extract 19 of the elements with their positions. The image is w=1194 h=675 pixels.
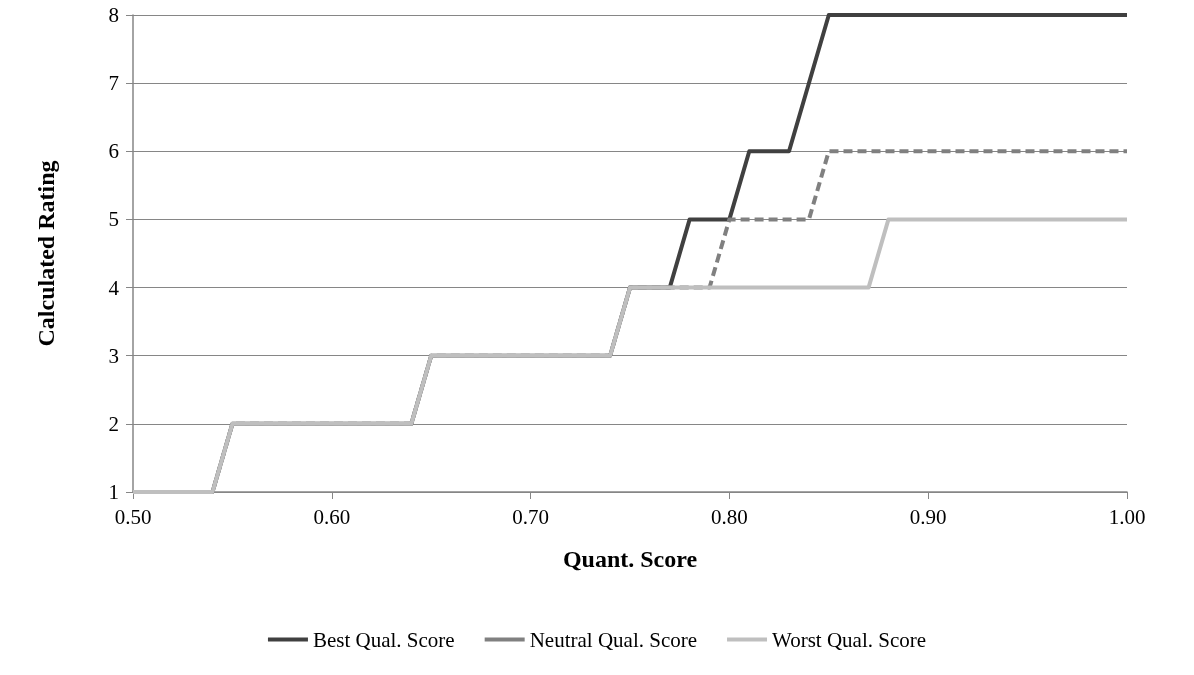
x-axis-title: Quant. Score <box>562 546 698 572</box>
y-tick-label: 2 <box>108 411 119 436</box>
y-tick-label: 1 <box>108 480 119 504</box>
y-tick-label: 3 <box>108 343 119 368</box>
x-tick-label: 1.00 <box>1108 504 1146 529</box>
legend-label: Neutral Qual. Score <box>529 627 698 652</box>
y-axis-title: Calculated Rating <box>33 160 59 347</box>
y-tick-label: 4 <box>108 275 120 300</box>
y-tick-label: 8 <box>108 3 119 27</box>
y-tick-label: 7 <box>108 71 119 96</box>
x-tick-label: 0.50 <box>114 504 152 529</box>
y-tick-label: 6 <box>108 139 119 164</box>
legend-label: Best Qual. Score <box>312 627 455 652</box>
x-tick-label: 0.70 <box>512 504 549 529</box>
y-tick-label: 5 <box>108 207 119 232</box>
x-tick-label: 0.60 <box>313 504 351 529</box>
x-tick-label: 0.90 <box>909 504 947 529</box>
x-tick-label: 0.80 <box>711 504 748 529</box>
legend-label: Worst Qual. Score <box>772 627 927 652</box>
